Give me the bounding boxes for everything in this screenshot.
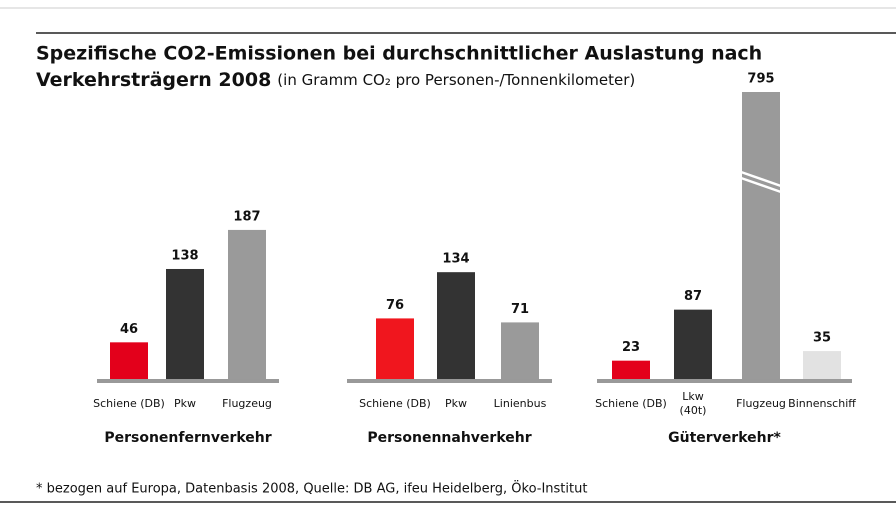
title-2: Verkehrsträgern 2008 xyxy=(36,69,271,91)
group-title: Personenfernverkehr xyxy=(104,430,271,446)
bar xyxy=(437,272,475,379)
x-tick-label-line: Linienbus xyxy=(494,397,547,410)
x-tick-label-line: Schiene (DB) xyxy=(359,397,431,410)
value-label: 76 xyxy=(386,298,404,313)
bar xyxy=(110,342,148,379)
title: Spezifische CO2-Emissionen bei durchschn… xyxy=(36,43,762,65)
x-tick-label: Flugzeug xyxy=(222,397,272,410)
x-tick-label: Schiene (DB) xyxy=(595,397,667,410)
x-tick-label-line: Pkw xyxy=(445,397,467,410)
x-tick-label-line: Lkw xyxy=(682,390,704,403)
bar xyxy=(803,351,841,379)
bar xyxy=(674,309,712,379)
bar xyxy=(501,322,539,379)
x-tick-label-line: Flugzeug xyxy=(222,397,272,410)
x-tick-label-line: Binnenschiff xyxy=(788,397,856,410)
bar xyxy=(228,229,266,379)
value-label: 138 xyxy=(171,248,198,263)
x-tick-label-line: (40t) xyxy=(680,404,707,417)
value-label: 46 xyxy=(120,322,138,337)
group-title: Personennahverkehr xyxy=(367,430,531,446)
x-tick-label: Linienbus xyxy=(494,397,547,410)
bar xyxy=(742,92,780,379)
x-tick-label: Pkw xyxy=(445,397,467,410)
value-label: 87 xyxy=(684,289,702,304)
value-label: 23 xyxy=(622,340,640,355)
value-label: 795 xyxy=(747,72,774,87)
axis-break xyxy=(740,170,782,194)
x-tick-label-line: Schiene (DB) xyxy=(93,397,165,410)
x-tick-label: Flugzeug xyxy=(736,397,786,410)
bar xyxy=(166,268,204,379)
value-label: 134 xyxy=(442,252,469,267)
group-title: Güterverkehr* xyxy=(668,430,781,446)
title-line: Verkehrsträgern 2008 (in Gramm CO₂ pro Pe… xyxy=(36,69,635,91)
x-tick-label: Schiene (DB) xyxy=(93,397,165,410)
x-tick-label: Lkw (40t) xyxy=(680,390,707,417)
value-label: 35 xyxy=(813,331,831,346)
value-label: 71 xyxy=(511,302,529,317)
bar xyxy=(376,318,414,379)
x-tick-label: Schiene (DB) xyxy=(359,397,431,410)
subtitle: (in Gramm CO₂ pro Personen-/Tonnenkilome… xyxy=(277,71,635,89)
x-tick-label-line: Schiene (DB) xyxy=(595,397,667,410)
x-tick-label-line: Flugzeug xyxy=(736,397,786,410)
x-tick-label: Pkw xyxy=(174,397,196,410)
x-tick-label-line: Pkw xyxy=(174,397,196,410)
x-tick-label: Binnenschiff xyxy=(788,397,856,410)
value-label: 187 xyxy=(233,209,260,224)
note: * bezogen auf Europa, Datenbasis 2008, Q… xyxy=(36,480,587,497)
bar xyxy=(612,360,650,379)
